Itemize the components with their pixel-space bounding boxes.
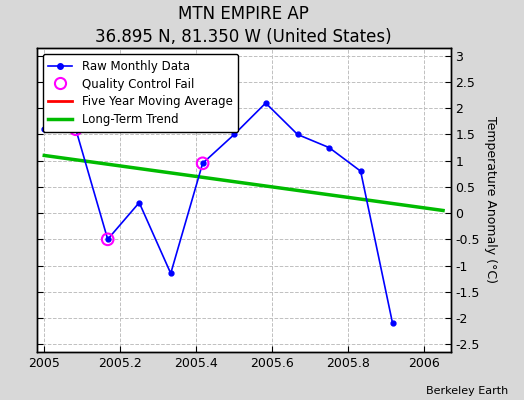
Y-axis label: Temperature Anomaly (°C): Temperature Anomaly (°C) <box>484 116 497 284</box>
Legend: Raw Monthly Data, Quality Control Fail, Five Year Moving Average, Long-Term Tren: Raw Monthly Data, Quality Control Fail, … <box>42 54 238 132</box>
Point <box>72 126 80 132</box>
Text: Berkeley Earth: Berkeley Earth <box>426 386 508 396</box>
Title: MTN EMPIRE AP
36.895 N, 81.350 W (United States): MTN EMPIRE AP 36.895 N, 81.350 W (United… <box>95 5 392 46</box>
Point <box>199 160 207 166</box>
Point <box>104 236 112 242</box>
